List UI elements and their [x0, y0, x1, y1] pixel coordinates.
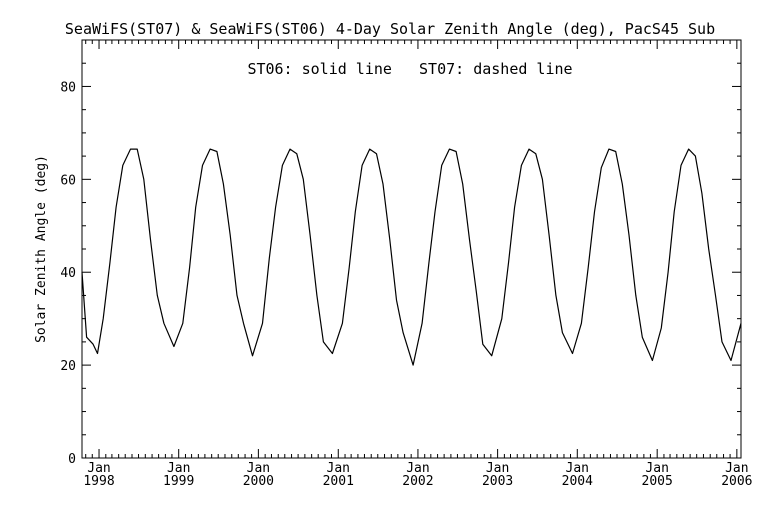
series-legend-note: ST06: solid line ST07: dashed line: [247, 60, 572, 78]
x-tick-label-year: 2004: [562, 474, 593, 489]
x-tick-label-month: Jan: [327, 461, 350, 476]
x-axis: Jan1998Jan1999Jan2000Jan2001Jan2002Jan20…: [83, 40, 753, 489]
x-tick-label-year: 2006: [721, 474, 752, 489]
y-axis-label: Solar Zenith Angle (deg): [34, 155, 49, 343]
y-tick-label: 0: [68, 452, 76, 467]
x-tick-label-year: 1999: [163, 474, 194, 489]
x-tick-label-year: 2001: [323, 474, 354, 489]
y-tick-label: 20: [60, 359, 76, 374]
series-line-st06: [81, 148, 742, 366]
y-tick-label: 80: [60, 80, 76, 95]
y-tick-label: 40: [60, 266, 76, 281]
y-axis: 0 20 40 60 80: [60, 39, 741, 467]
plot-frame: [81, 39, 742, 459]
x-tick-label-month: Jan: [486, 461, 509, 476]
x-tick-label-month: Jan: [247, 461, 270, 476]
x-tick-label-year: 2000: [243, 474, 274, 489]
x-tick-label-month: Jan: [87, 461, 110, 476]
x-tick-label-year: 2003: [482, 474, 513, 489]
x-tick-label-month: Jan: [645, 461, 668, 476]
x-tick-label-month: Jan: [566, 461, 589, 476]
x-tick-label-year: 2002: [402, 474, 433, 489]
y-tick-label: 60: [60, 173, 76, 188]
series-layer: [81, 148, 742, 366]
x-tick-label-month: Jan: [406, 461, 429, 476]
x-tick-label-month: Jan: [167, 461, 190, 476]
x-tick-label-year: 2005: [642, 474, 673, 489]
x-tick-label-year: 1998: [83, 474, 114, 489]
chart-title: SeaWiFS(ST07) & SeaWiFS(ST06) 4-Day Sola…: [65, 20, 715, 38]
x-tick-label-month: Jan: [725, 461, 748, 476]
